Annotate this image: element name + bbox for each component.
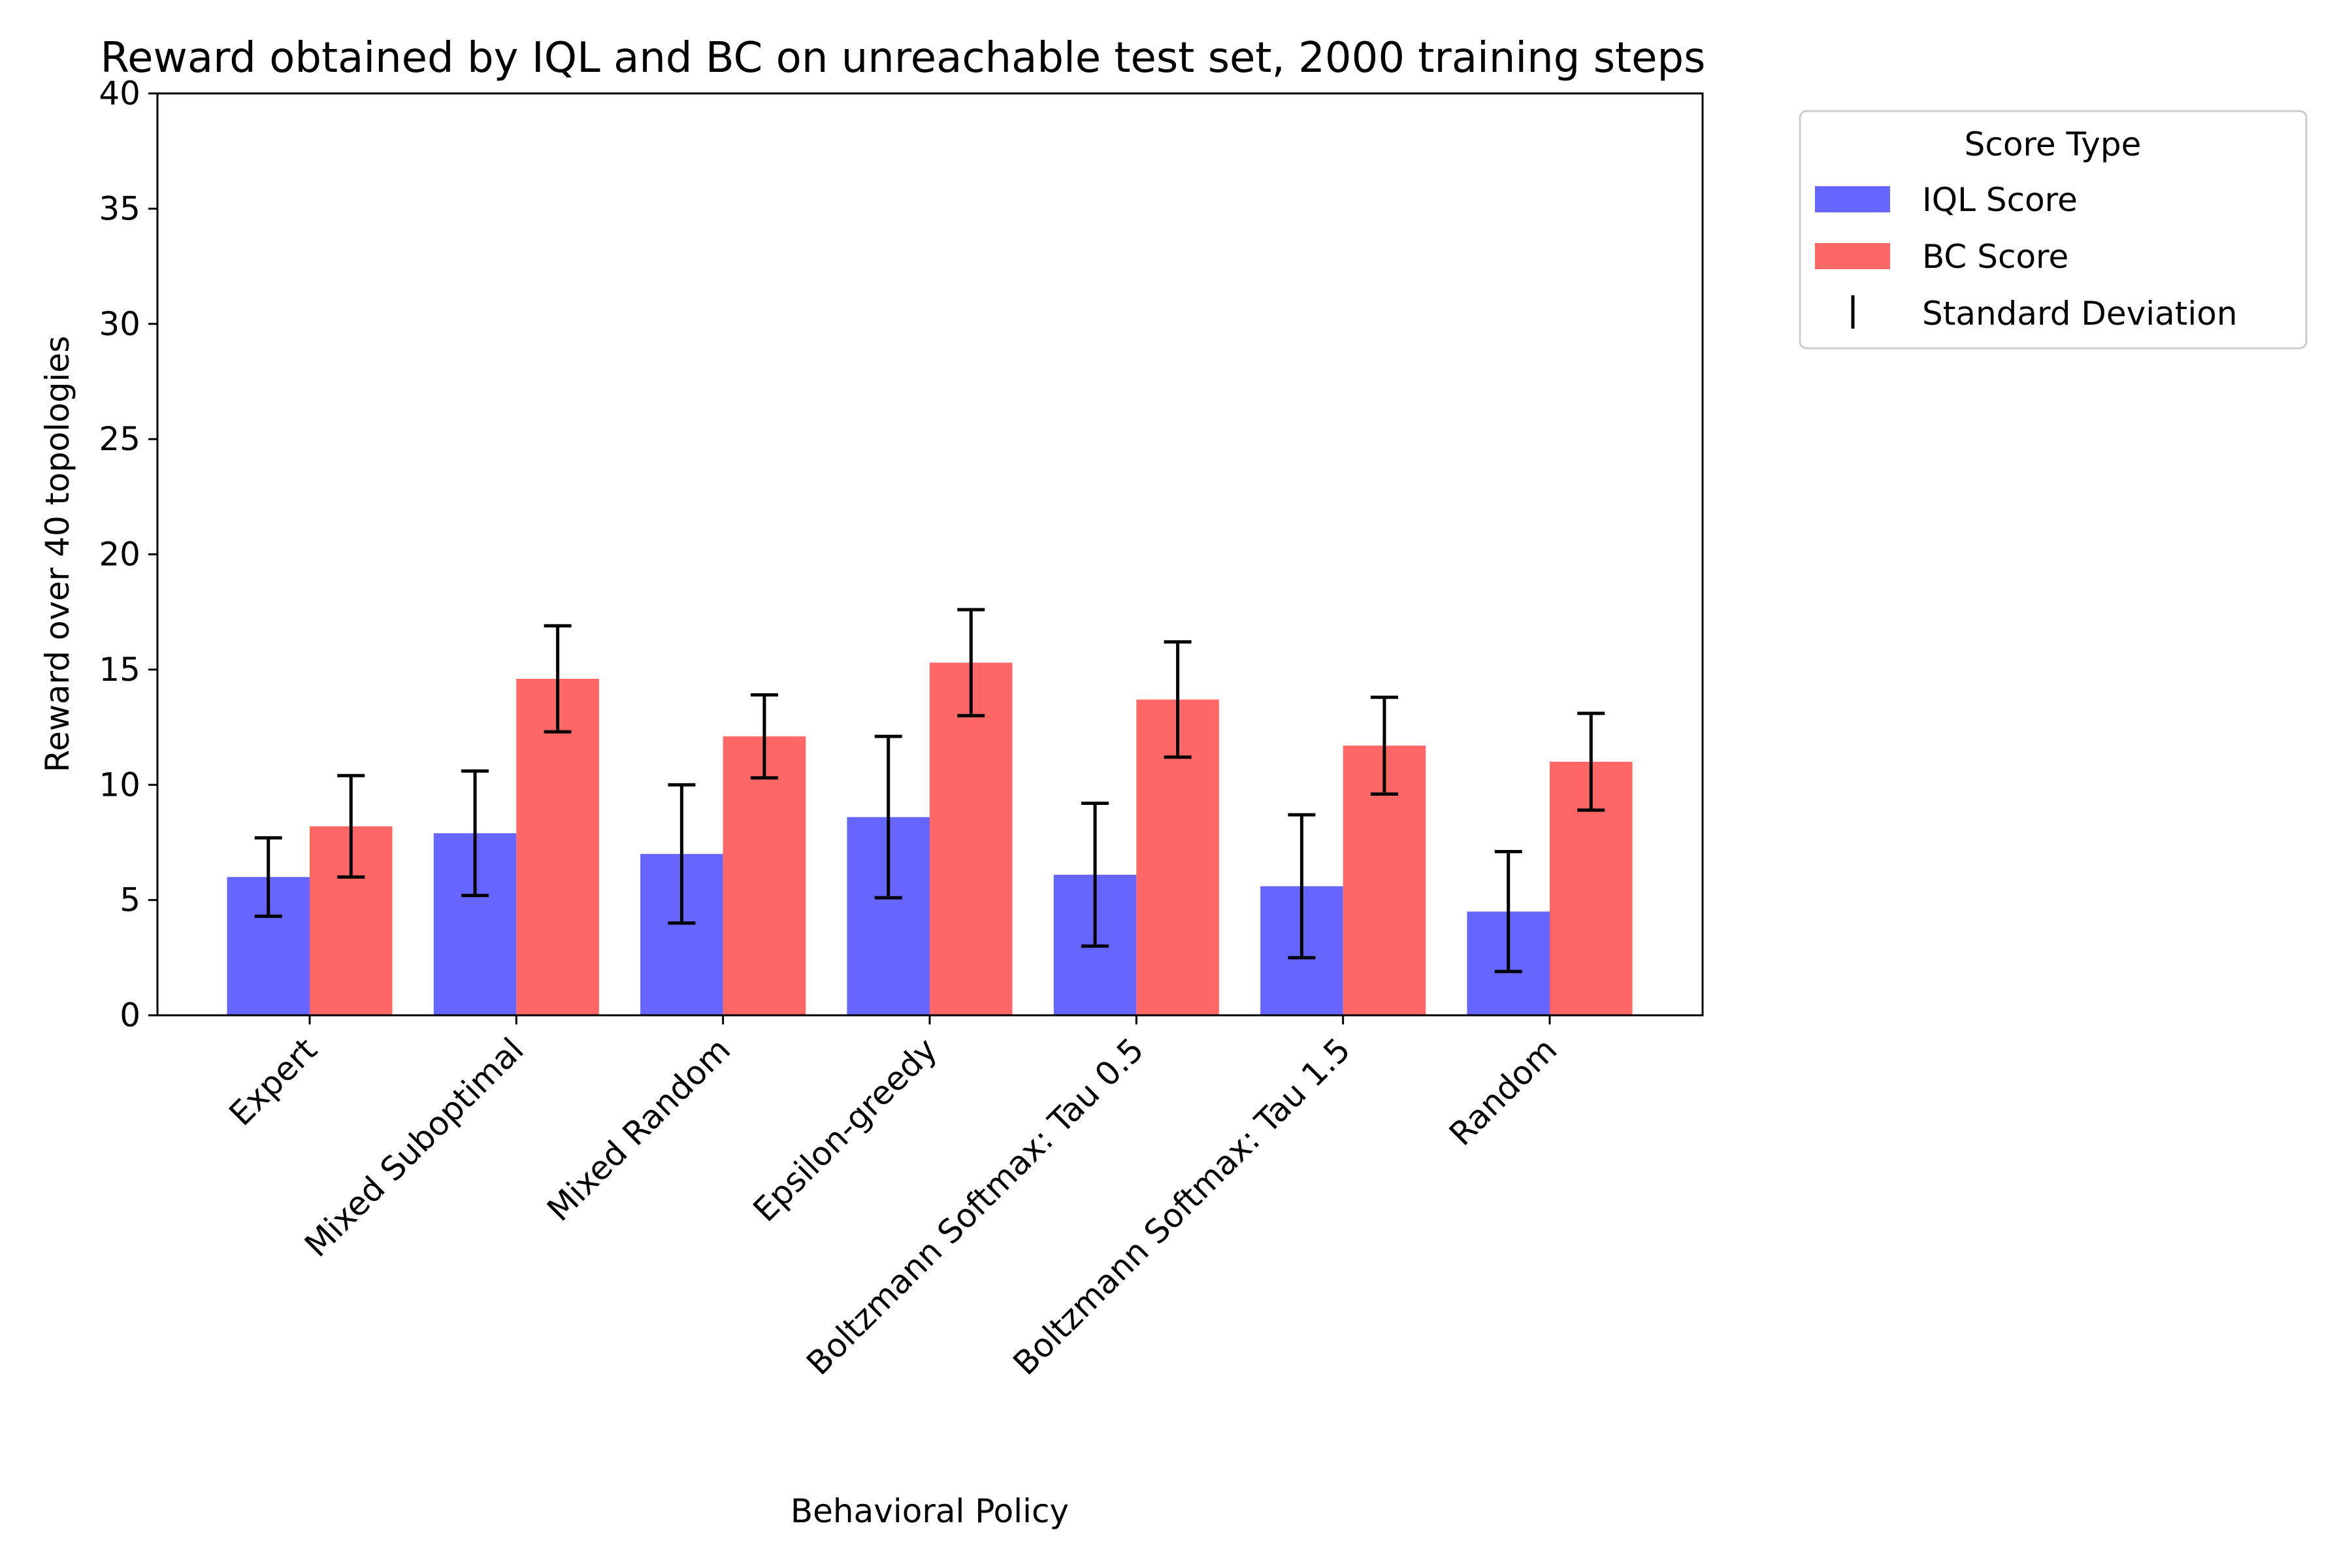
y-tick-label: 15 bbox=[99, 651, 140, 689]
y-tick-label: 10 bbox=[99, 766, 140, 804]
bar-bc-score bbox=[723, 736, 806, 1015]
y-axis-label: Reward over 40 topologies bbox=[39, 336, 76, 772]
legend-title: Score Type bbox=[1965, 125, 2142, 163]
y-tick-label: 5 bbox=[120, 881, 140, 919]
x-tick-label: Random bbox=[1442, 1030, 1564, 1152]
legend-label-bc: BC Score bbox=[1922, 238, 2068, 276]
y-tick-label: 35 bbox=[99, 189, 140, 227]
x-tick-label: Boltzmann Softmax: Tau 1.5 bbox=[1006, 1030, 1358, 1382]
y-tick-label: 25 bbox=[99, 420, 140, 458]
x-tick-label: Mixed Suboptimal bbox=[297, 1030, 531, 1264]
y-tick-label: 30 bbox=[99, 305, 140, 343]
y-tick-label: 0 bbox=[120, 996, 140, 1034]
bars bbox=[227, 662, 1633, 1015]
error-bars bbox=[254, 608, 1605, 973]
legend-frame bbox=[1799, 110, 2308, 350]
y-tick-label: 40 bbox=[99, 74, 140, 112]
x-tick-label: Boltzmann Softmax: Tau 0.5 bbox=[799, 1030, 1151, 1382]
chart-title: Reward obtained by IQL and BC on unreach… bbox=[101, 34, 1706, 82]
bar-bc-score bbox=[930, 662, 1013, 1015]
legend-label-iql: IQL Score bbox=[1922, 181, 2078, 219]
y-tick-label: 20 bbox=[99, 536, 140, 574]
legend-swatch-iql bbox=[1815, 186, 1890, 212]
bar-bc-score bbox=[516, 678, 599, 1015]
x-axis-label: Behavioral Policy bbox=[791, 1492, 1069, 1530]
legend-swatch-bc bbox=[1815, 243, 1890, 269]
x-tick-label: Expert bbox=[222, 1030, 325, 1133]
legend: Score Type IQL Score BC Score Standard D… bbox=[1799, 110, 2308, 350]
y-axis-ticks: 0 5 10 15 20 25 30 35 40 bbox=[99, 74, 157, 1034]
x-tick-label: Epsilon-greedy bbox=[746, 1030, 945, 1229]
legend-label-std: Standard Deviation bbox=[1922, 295, 2238, 333]
x-tick-label: Mixed Random bbox=[540, 1030, 738, 1228]
